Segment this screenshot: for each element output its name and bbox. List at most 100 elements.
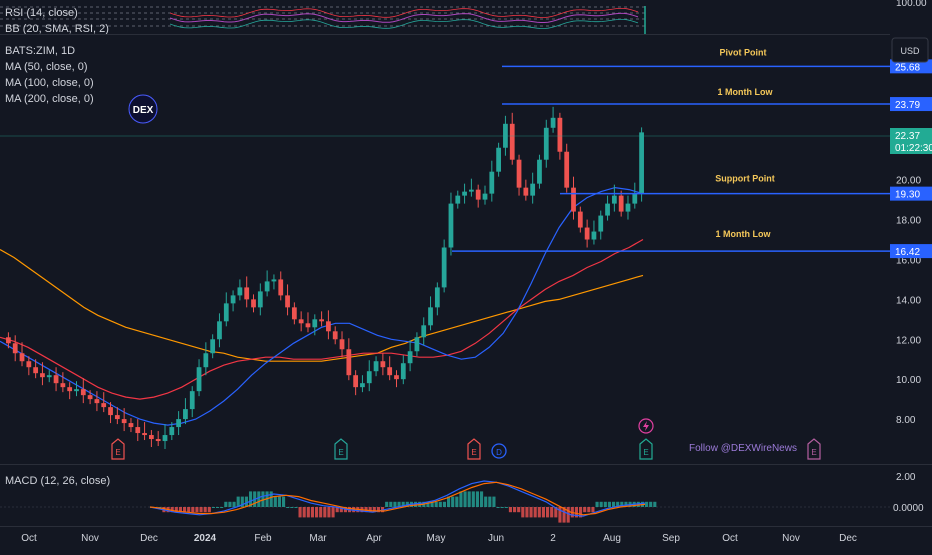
macd-histogram-bar <box>513 507 517 513</box>
time-axis[interactable]: Oct Nov Dec 2024 Feb Mar Apr May Jun 2 Aug Sep Oct No… <box>21 533 857 544</box>
candle-body <box>87 395 93 400</box>
macd-histogram-bar <box>607 501 611 507</box>
macd-histogram-bar <box>459 491 463 507</box>
candle-body <box>509 123 515 160</box>
macd-histogram-bar <box>574 507 578 518</box>
macd-histogram-bar <box>244 496 248 507</box>
candle-body <box>353 375 359 388</box>
candle-body <box>475 189 481 200</box>
macd-histogram-bar <box>562 507 566 523</box>
candle-body <box>6 337 11 344</box>
candle-body <box>312 319 318 328</box>
lightning-icon-glyph <box>643 421 649 431</box>
candle-body <box>577 211 583 228</box>
candle-body <box>305 323 311 328</box>
candle-body <box>332 331 338 340</box>
currency-button[interactable] <box>891 37 929 63</box>
candle-body <box>189 391 195 410</box>
candle-body <box>230 295 236 304</box>
macd-histogram-bar <box>500 507 504 508</box>
macd-pane[interactable]: MACD (12, 26, close) 2.00 0.0000 <box>0 472 924 523</box>
y-tick-label: 12.00 <box>896 335 921 346</box>
candle-body <box>203 353 209 368</box>
dex-logo-text: DEX <box>133 105 154 116</box>
macd-histogram-bar <box>467 491 471 507</box>
ma100-line <box>0 238 644 400</box>
event-label: E <box>471 448 476 457</box>
macd-histogram-bar <box>595 501 599 507</box>
level-tag-value: 19.30 <box>895 190 920 201</box>
macd-histogram-bar <box>211 507 215 508</box>
candle-body <box>360 383 365 388</box>
macd-histogram-bar <box>187 507 191 513</box>
candle-body <box>550 117 556 128</box>
macd-histogram-bar <box>290 507 294 508</box>
watermark-text: Follow @DEXWireNews <box>689 443 797 454</box>
macd-histogram-bar <box>508 507 512 513</box>
macd-histogram-bar <box>277 496 281 507</box>
x-tick-label: Oct <box>21 533 37 544</box>
candle-body <box>196 367 202 392</box>
macd-histogram-bar <box>463 491 467 507</box>
candle-body <box>291 307 297 320</box>
macd-histogram-bar <box>587 507 591 513</box>
level-tag-value: 23.79 <box>895 100 920 111</box>
x-tick-label: Nov <box>81 533 99 544</box>
candle-body <box>496 147 501 172</box>
macd-histogram-bar <box>533 507 537 518</box>
rsi-pane[interactable]: RSI (14, close) BB (20, SMA, RSI, 2) 100… <box>0 0 927 35</box>
level-tag-value: 16.42 <box>895 247 920 258</box>
signal-line <box>149 481 646 516</box>
macd-histogram-bar <box>203 507 207 513</box>
macd-histogram-bar <box>438 501 442 507</box>
candle-body <box>237 287 243 296</box>
x-tick-label: Oct <box>722 533 738 544</box>
macd-histogram-bar <box>550 507 554 518</box>
candle-body <box>516 159 522 188</box>
macd-histogram-bar <box>603 501 607 507</box>
macd-histogram-bar <box>525 507 529 518</box>
y-tick-label: 14.00 <box>896 295 921 306</box>
candle-body <box>169 427 175 436</box>
candle-body <box>400 363 406 380</box>
candle-body <box>108 407 113 416</box>
x-tick-label: Feb <box>254 533 272 544</box>
y-tick-label: 18.00 <box>896 216 921 227</box>
level-label: Pivot Point <box>720 47 767 57</box>
candle-body <box>366 371 372 384</box>
candle-body <box>101 403 107 408</box>
macd-histogram-bar <box>541 507 545 518</box>
macd-histogram-bar <box>393 501 397 507</box>
candle-body <box>121 419 127 424</box>
price-axis[interactable]: 8.0010.0012.0014.0016.0018.0020.0022.00 … <box>890 34 932 464</box>
macd-histogram-bar <box>282 496 286 507</box>
lightning-icon <box>638 418 654 434</box>
level-tag-bg <box>890 186 932 201</box>
macd-histogram-bar <box>368 507 372 513</box>
macd-histogram-bar <box>649 501 653 507</box>
level-lines[interactable]: Pivot Point 1 Month Low Support Point 1 Mon… <box>452 47 890 252</box>
event-label: D <box>496 448 502 457</box>
price-pane[interactable]: Pivot Point 1 Month Low Support Point 1 Mon… <box>0 45 890 460</box>
y-tick-label: 10.00 <box>896 375 921 386</box>
rsi-pane-bg <box>0 0 890 34</box>
last-price-tag <box>890 128 932 154</box>
rsi-tick-100: 100.00 <box>896 0 927 9</box>
macd-histogram-bar <box>612 501 616 507</box>
candle-body <box>543 127 549 160</box>
macd-histogram-bar <box>455 496 459 507</box>
macd-histogram-bar <box>286 507 290 508</box>
candle-body <box>639 132 644 194</box>
macd-histogram-bar <box>529 507 533 518</box>
candle-body <box>298 319 304 324</box>
candle-body <box>598 215 604 232</box>
candle-body <box>530 183 536 196</box>
macd-histogram-bar <box>496 507 500 508</box>
macd-histogram-bar <box>331 507 335 518</box>
macd-label: MACD (12, 26, close) <box>5 475 110 487</box>
macd-histogram-bar <box>645 501 649 507</box>
macd-histogram-bar <box>430 501 434 507</box>
